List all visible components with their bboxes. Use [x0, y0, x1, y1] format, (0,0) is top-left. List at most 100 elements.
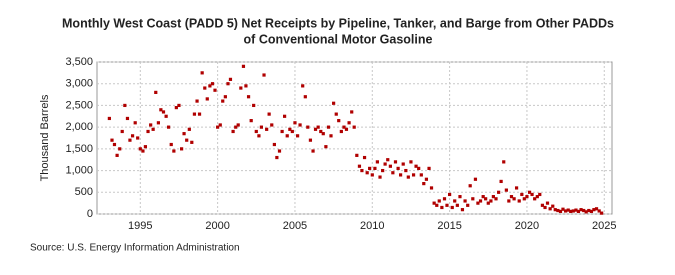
data-point	[597, 209, 601, 213]
x-tick-label: 1995	[128, 220, 152, 232]
data-point	[192, 112, 197, 116]
data-point	[481, 195, 485, 199]
data-point	[246, 95, 251, 99]
data-point	[478, 199, 483, 203]
data-point	[453, 199, 457, 203]
data-point	[556, 208, 560, 213]
data-point	[265, 127, 269, 131]
data-point	[303, 95, 307, 99]
data-point	[110, 138, 114, 142]
data-point	[210, 82, 215, 86]
data-point	[112, 142, 117, 147]
data-point	[234, 125, 238, 129]
data-point	[388, 164, 392, 168]
data-point	[185, 138, 189, 142]
data-point	[476, 201, 480, 205]
data-point	[594, 207, 599, 211]
data-point	[404, 168, 408, 173]
data-point	[543, 205, 547, 210]
data-point	[574, 208, 578, 212]
data-point	[548, 207, 552, 211]
data-point	[357, 164, 362, 168]
data-point	[321, 132, 325, 136]
data-point	[378, 175, 382, 179]
data-point	[419, 173, 423, 177]
data-point	[442, 197, 447, 201]
data-point	[494, 197, 498, 201]
data-point	[329, 134, 333, 138]
data-point	[484, 197, 488, 201]
data-point	[445, 203, 449, 207]
data-point	[368, 166, 372, 170]
data-point	[530, 192, 534, 197]
data-point	[533, 197, 537, 201]
data-point	[393, 160, 398, 164]
data-point	[448, 192, 452, 197]
data-point	[262, 73, 266, 77]
data-point	[141, 149, 145, 153]
data-point	[564, 209, 568, 213]
data-point	[463, 199, 467, 203]
data-point	[489, 199, 493, 203]
data-point	[252, 103, 256, 108]
data-point	[179, 147, 184, 151]
data-point	[491, 195, 495, 199]
data-point	[499, 179, 503, 184]
data-point	[285, 134, 289, 138]
data-point	[241, 64, 246, 68]
data-point	[257, 134, 261, 138]
data-point	[455, 203, 459, 207]
data-point	[414, 164, 418, 168]
data-point	[216, 125, 220, 129]
data-point	[339, 129, 343, 134]
x-tick-label: 2020	[515, 220, 539, 232]
data-point	[239, 86, 243, 90]
data-point	[156, 121, 160, 125]
data-point	[190, 140, 194, 144]
data-point	[203, 86, 207, 90]
data-point	[347, 121, 351, 125]
data-point	[342, 125, 346, 129]
data-point	[432, 201, 436, 205]
data-point	[558, 209, 563, 213]
data-point	[391, 171, 395, 175]
data-point	[298, 123, 302, 127]
data-point	[133, 121, 137, 125]
data-point	[582, 208, 586, 213]
data-point	[123, 103, 127, 108]
data-point	[213, 88, 217, 92]
data-point	[592, 208, 596, 212]
chart-title: Monthly West Coast (PADD 5) Net Receipts…	[62, 16, 614, 30]
data-point	[587, 208, 591, 213]
data-point	[254, 129, 258, 134]
data-point	[293, 121, 297, 125]
x-tick-label: 2005	[283, 220, 307, 232]
data-point	[383, 162, 387, 166]
data-point	[362, 155, 367, 160]
data-point	[187, 127, 191, 131]
data-point	[236, 123, 240, 127]
data-point	[437, 199, 441, 203]
data-point	[486, 201, 490, 205]
data-point	[125, 116, 130, 121]
data-point	[249, 119, 253, 123]
data-point	[313, 127, 318, 131]
data-point	[468, 184, 472, 188]
data-point	[401, 162, 405, 166]
data-point	[326, 125, 331, 129]
data-point	[306, 125, 310, 129]
x-tick-label: 2015	[437, 220, 461, 232]
data-point	[471, 197, 475, 201]
data-point	[429, 186, 434, 190]
data-point	[149, 123, 153, 127]
data-point	[169, 142, 173, 147]
y-tick-label: 1,500	[65, 143, 93, 155]
data-point	[417, 166, 421, 170]
data-point	[324, 145, 328, 149]
data-point	[226, 82, 230, 86]
data-point	[386, 158, 390, 162]
data-point	[177, 103, 181, 108]
data-point	[290, 129, 294, 134]
data-point	[427, 166, 431, 170]
